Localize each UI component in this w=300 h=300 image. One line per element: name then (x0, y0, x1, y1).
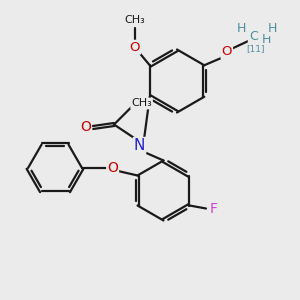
Text: CH₃: CH₃ (131, 98, 152, 109)
Text: C: C (249, 30, 258, 43)
Text: N: N (134, 138, 145, 153)
Text: O: O (221, 45, 232, 58)
Text: CH₃: CH₃ (124, 15, 145, 25)
Text: H: H (261, 33, 271, 46)
Text: [11]: [11] (246, 44, 265, 52)
Text: O: O (107, 161, 118, 175)
Text: O: O (130, 41, 140, 54)
Text: F: F (210, 202, 218, 216)
Text: H: H (236, 22, 246, 35)
Text: H: H (268, 22, 277, 35)
Text: O: O (80, 121, 91, 134)
